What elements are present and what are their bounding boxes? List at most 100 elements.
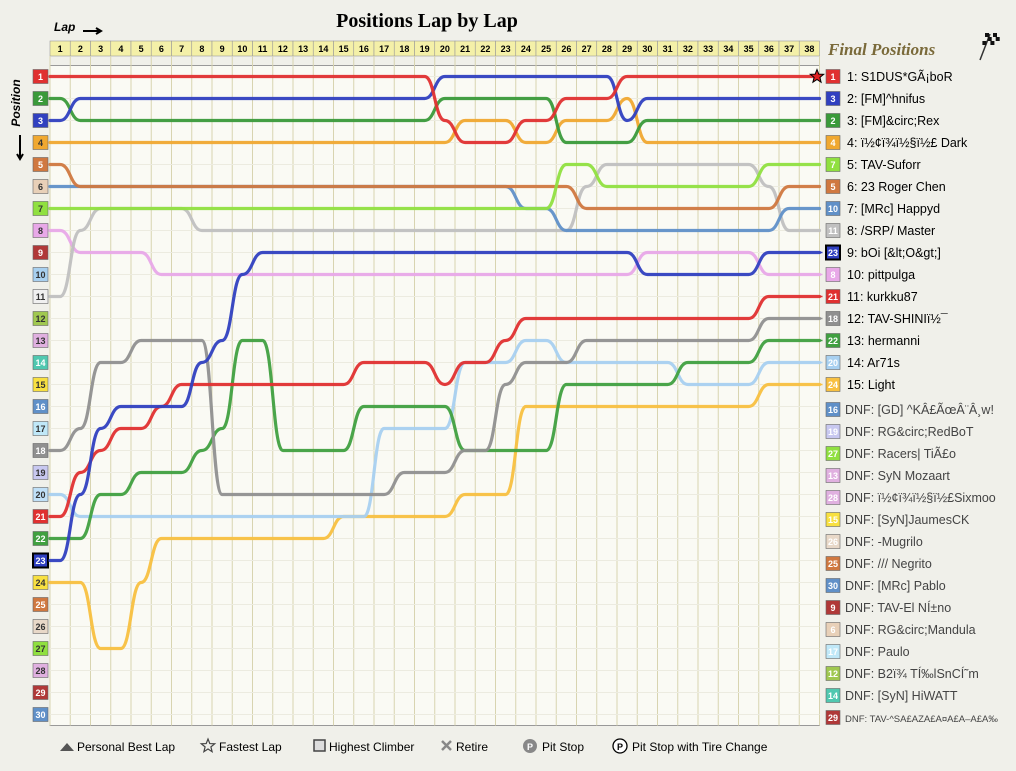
lap-tick-label: 20: [440, 44, 450, 54]
position-label: 28: [35, 666, 45, 676]
lap-tick-label: 22: [480, 44, 490, 54]
checkered-flag-icon: [979, 33, 1000, 61]
position-badge: [32, 531, 49, 546]
finisher-number-badge: [825, 157, 841, 172]
lap-tick-label: 16: [359, 44, 369, 54]
finisher-number-badge: [825, 355, 841, 370]
position-label: 18: [35, 446, 45, 456]
dnf-number: 16: [828, 405, 838, 415]
finisher-number: 1: [830, 72, 835, 82]
position-label: 21: [35, 512, 45, 522]
position-badge: [32, 399, 49, 414]
legend-highest-climber: Highest Climber: [329, 740, 414, 754]
finisher-number-badge: [825, 201, 841, 216]
position-badge: [32, 443, 49, 458]
final-positions-list: 1 1: S1DUS*GÃ¡boR 3 2: [FM]^hnifus 2 3: [FM]&…: [819, 69, 968, 392]
finisher-name: 11: kurkku87: [847, 290, 918, 304]
lap-tick-label: 36: [764, 44, 774, 54]
position-badge: [32, 113, 49, 128]
flag-square: [982, 41, 987, 45]
position-badge: [32, 421, 49, 436]
flag-square: [985, 33, 989, 37]
finisher-number: 8: [830, 270, 835, 280]
flag-square: [990, 41, 995, 45]
position-label: 14: [35, 358, 45, 368]
lap-tick-label: 32: [683, 44, 693, 54]
finisher-number: 10: [828, 204, 838, 214]
dnf-name: DNF: Racers| TiÃ£o: [845, 447, 956, 461]
legend: Personal Best Lap Fastest Lap Highest Clim…: [60, 737, 768, 754]
finisher-number-badge: [825, 333, 841, 348]
position-badge: [32, 663, 49, 678]
position-badge: [32, 245, 49, 260]
series-lines: [48, 74, 822, 651]
position-badge: [32, 487, 49, 502]
position-label: 23: [35, 556, 45, 566]
finisher-number: 4: [830, 138, 835, 148]
position-badge: [32, 377, 49, 392]
dnf-name: DNF: B2ï¾ TÍ‰lSnCÍ˜m: [845, 666, 979, 681]
position-label: 17: [35, 424, 45, 434]
position-badge: [32, 289, 49, 304]
flag-square: [995, 37, 1000, 41]
lap-tick-label: 14: [318, 44, 328, 54]
finisher-number-badge: [825, 179, 841, 194]
lap-header: 1 2 3 4 5 6 7 8 9 10 11 12 13 14 15 16 17 18 19 20 21 22 23 24 2…: [49, 40, 820, 57]
x-axis-arrow-icon: [83, 27, 103, 35]
finisher-number: 7: [830, 160, 835, 170]
dnf-number-badge: [825, 666, 841, 681]
finisher-number-badge: [825, 311, 841, 326]
lap-tick-label: 7: [179, 44, 184, 54]
finisher-number-badge: [825, 244, 841, 261]
series-line-10: [48, 228, 822, 277]
dnf-number-badge: [825, 468, 841, 483]
lap-tick-label: 31: [663, 44, 673, 54]
finisher-number-badge: [825, 267, 841, 282]
lap-tick-label: 30: [642, 44, 652, 54]
finisher-number: 21: [828, 292, 838, 302]
position-label: 6: [38, 182, 43, 192]
dnf-number-badge: [825, 710, 841, 725]
finisher-name: 15: Light: [847, 378, 895, 392]
pit-stop-icon: [523, 739, 537, 753]
finisher-number: 24: [828, 380, 838, 390]
finisher-number: 23: [828, 248, 838, 258]
position-label: 5: [38, 160, 43, 170]
dnf-number: 25: [828, 559, 838, 569]
finisher-number-badge: [825, 69, 841, 84]
dnf-name: DNF: [MRc] Pablo: [845, 579, 946, 593]
series-line-6: [48, 162, 822, 211]
finisher-name: 8: /SRP/ Master: [847, 224, 935, 238]
lap-tick-label: 19: [420, 44, 430, 54]
x-axis-label: Lap: [54, 20, 75, 34]
legend-pit-stop-tire-change: Pit Stop with Tire Change: [632, 740, 768, 754]
finisher-number: 3: [830, 94, 835, 104]
lap-tick-label: 3: [98, 44, 103, 54]
dnf-number: 15: [828, 515, 838, 525]
position-badge: [32, 619, 49, 634]
pit-stop-icon-letter: P: [527, 742, 533, 752]
position-badge: [32, 267, 49, 282]
dnf-number-badge: [825, 512, 841, 527]
finisher-name: 1: S1DUS*GÃ¡boR: [847, 70, 953, 84]
position-label: 10: [35, 270, 45, 280]
retire-icon: [441, 740, 452, 751]
lap-tick-label: 26: [561, 44, 571, 54]
position-label: 3: [38, 116, 43, 126]
dnf-name: DNF: RG&circ;Mandula: [845, 623, 976, 637]
legend-retire: Retire: [456, 740, 488, 754]
position-badge: [32, 575, 49, 590]
lap-tick-label: 34: [723, 44, 733, 54]
dnf-number: 17: [828, 647, 838, 657]
position-badge: [32, 685, 49, 700]
finisher-number-badge: [825, 91, 841, 106]
finisher-number: 5: [830, 182, 835, 192]
dnf-number: 28: [828, 493, 838, 503]
fastest-lap-star-icon: [808, 68, 826, 84]
flag-square: [993, 33, 997, 37]
finisher-number: 22: [828, 336, 838, 346]
dnf-name: DNF: /// Negrito: [845, 557, 932, 571]
lap-tick-label: 23: [501, 44, 511, 54]
